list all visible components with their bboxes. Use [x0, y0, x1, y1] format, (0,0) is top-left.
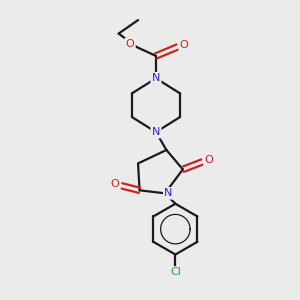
Text: N: N [152, 73, 160, 83]
Text: O: O [180, 40, 188, 50]
Text: Cl: Cl [170, 267, 181, 278]
Text: N: N [164, 188, 173, 198]
Text: O: O [111, 179, 119, 189]
Text: O: O [126, 39, 134, 49]
Text: O: O [205, 155, 213, 166]
Text: N: N [152, 127, 160, 137]
